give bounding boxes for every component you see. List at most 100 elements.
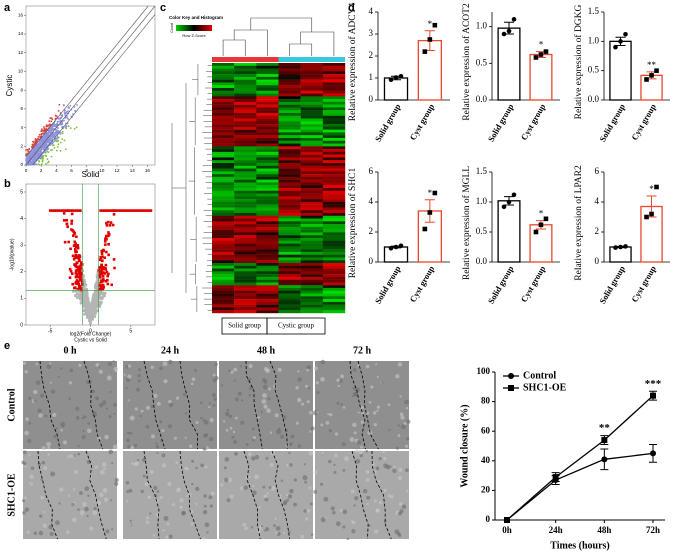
heatmap-cell [212,163,235,166]
point [84,287,88,291]
point [84,309,88,313]
heatmap-cell [234,74,257,78]
data-point [422,49,428,54]
cell [288,443,292,447]
cell [285,463,289,467]
heatmap-cell [300,90,324,94]
heatmap-cell [212,229,235,233]
cell [336,378,340,383]
heatmap-cell [322,121,346,125]
heatmap-cell [278,99,301,103]
cell [336,401,340,405]
cell [168,402,174,408]
point [52,209,56,212]
cell [263,529,266,532]
heatmap-cell [212,115,235,119]
time-header: 0 h [63,345,77,356]
cell [305,517,309,521]
point [103,240,107,243]
y-tick-label: 0.5 [476,226,488,236]
heatmap-cell [322,88,346,91]
point [96,272,100,275]
cell [77,445,80,448]
cell [376,409,379,412]
cell [75,406,80,411]
heatmap-cell [300,243,324,247]
heatmap-cell [212,65,235,69]
cell [383,463,389,469]
point [72,289,75,293]
bar [497,200,521,263]
heatmap-cell [256,146,279,150]
cell [320,359,326,365]
point [75,126,78,129]
heatmap-cell [212,93,235,97]
cell [368,524,371,527]
wound-edge [357,360,379,450]
heatmap-cell [278,168,301,172]
cell [133,443,138,448]
data-point [501,204,507,210]
heatmap-cell [278,260,301,264]
point [96,295,100,298]
heatmap-cell [256,224,279,228]
point [99,209,102,212]
cell [320,423,324,427]
y-tick-label: 0.0 [588,94,600,104]
cell [303,463,306,466]
heatmap-cell [212,90,235,94]
heatmap-cell [234,171,257,175]
point [47,160,50,163]
cell [108,449,114,455]
point [96,298,99,301]
heatmap-cell [322,163,346,166]
cell [351,529,356,534]
point [105,209,108,212]
heatmap-cell [256,171,279,175]
heatmap-cell [256,246,279,250]
heatmap-cell [256,249,279,253]
point [38,159,40,162]
heatmap-cell [234,79,257,83]
cell [260,525,264,528]
heatmap-cell [234,104,257,108]
heatmap-cell [256,104,279,108]
point [62,212,66,215]
wound-edge [371,450,392,540]
point [39,149,42,151]
heatmap-cell [234,140,257,144]
y-tick-label: 12 [18,50,24,55]
heatmap-cell [278,276,301,280]
heatmap-cell [256,71,279,75]
heatmap-cell [278,154,301,158]
cell [214,362,218,367]
heatmap-cell [278,265,301,269]
y-tick-label: 0.5 [588,65,600,75]
cell [33,389,38,395]
heatmap-cell [300,140,324,144]
cell [250,526,254,529]
row-header: Control [6,388,17,421]
cell [128,488,133,493]
point [82,305,85,308]
heatmap-cell [278,79,301,83]
cell [270,485,276,491]
heatmap-cell [256,201,279,205]
cell [397,533,402,537]
cell [93,507,97,511]
cell [68,397,71,401]
heatmap-cell [278,68,301,72]
heatmap-cell [322,68,346,72]
point [40,128,43,131]
y-axis-title: -log10(pvalue) [9,238,15,270]
cell [357,364,360,367]
point [57,109,60,112]
heatmap-cell [234,76,257,80]
heatmap-cell [212,121,235,125]
cell [50,389,56,394]
point [95,304,99,307]
point-cloud [25,103,78,166]
point [27,158,30,161]
heatmap-cell [278,176,301,180]
panel-label: b [4,178,11,190]
